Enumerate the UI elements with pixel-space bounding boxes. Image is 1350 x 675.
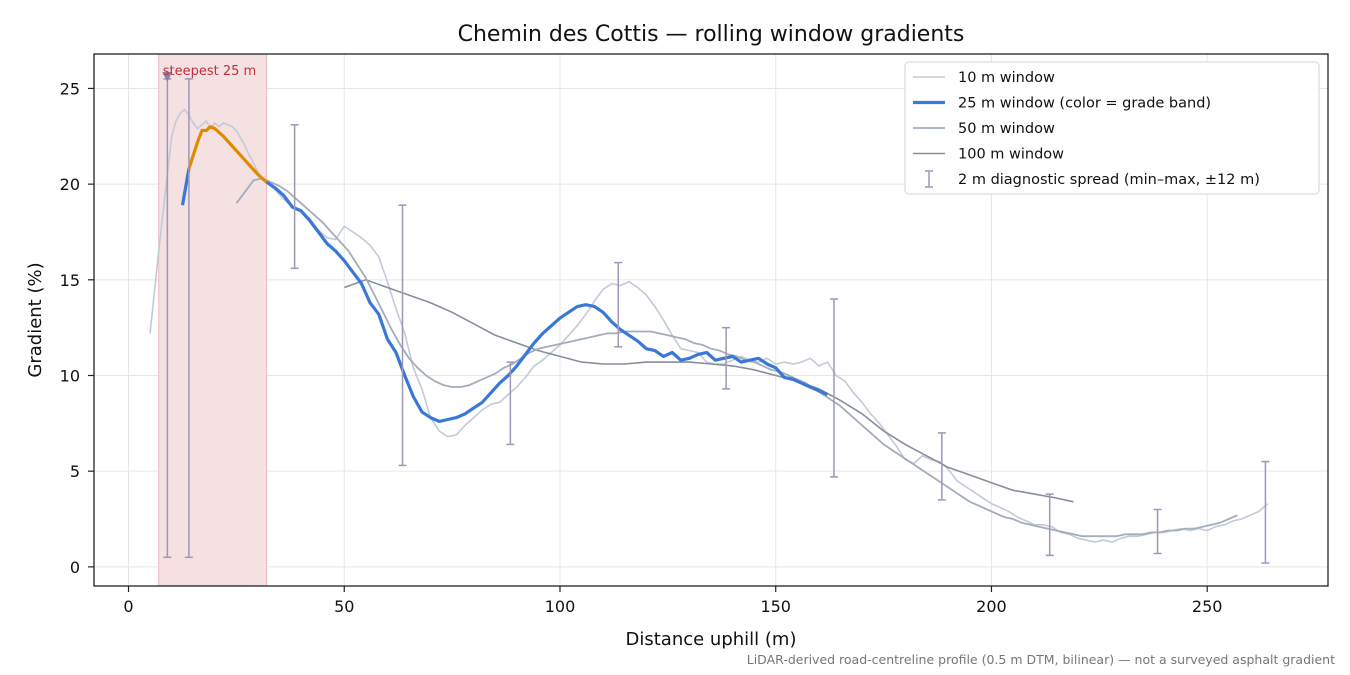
footnote: LiDAR-derived road-centreline profile (0… — [747, 652, 1335, 667]
legend-label: 2 m diagnostic spread (min–max, ±12 m) — [958, 172, 1260, 188]
x-tick-label: 0 — [123, 597, 133, 616]
series-25m-line — [265, 180, 829, 423]
legend-label: 25 m window (color = grade band) — [958, 96, 1211, 112]
x-tick-label: 200 — [976, 597, 1007, 616]
y-tick-label: 25 — [60, 79, 80, 98]
y-tick-label: 0 — [70, 558, 80, 577]
steepest-marker — [162, 71, 173, 82]
y-tick-label: 5 — [70, 462, 80, 481]
legend-label: 10 m window — [958, 70, 1055, 86]
axes-frame — [93, 53, 1329, 587]
x-tick-label: 150 — [760, 597, 791, 616]
y-axis-label: Gradient (%) — [25, 262, 46, 377]
y-tick-label: 20 — [60, 175, 80, 194]
series-25m-line-steep — [187, 125, 268, 184]
legend-box — [904, 61, 1320, 195]
y-tick-label: 10 — [60, 366, 80, 385]
x-tick-label: 250 — [1192, 597, 1223, 616]
steepest-25m-band — [158, 53, 268, 587]
x-tick-label: 50 — [334, 597, 354, 616]
series-25m-line-start — [180, 168, 191, 206]
legend-label: 100 m window — [958, 147, 1064, 163]
legend: 10 m window 25 m window (color = grade ba… — [904, 61, 1320, 195]
y-tick-label: 15 — [60, 271, 80, 290]
x-tick-label: 100 — [545, 597, 576, 616]
legend-label: 50 m window — [958, 121, 1055, 137]
x-axis-label: Distance uphill (m) — [626, 629, 797, 650]
series-100m-line — [344, 278, 1074, 503]
chart-title: Chemin des Cottis — rolling window gradi… — [458, 22, 965, 47]
steepest-label: steepest 25 m — [163, 64, 256, 79]
